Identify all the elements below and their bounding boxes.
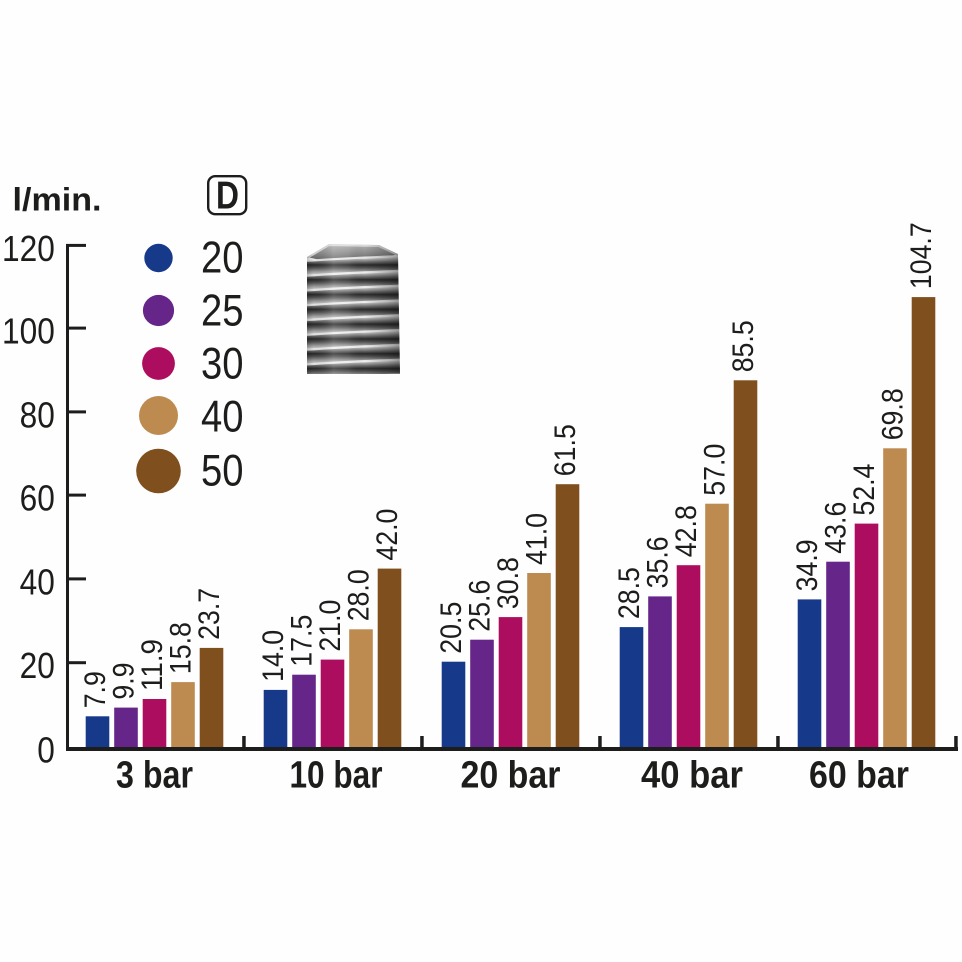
svg-text:50: 50 [201,447,244,496]
svg-text:69.8: 69.8 [876,388,909,440]
svg-text:20: 20 [20,645,55,686]
svg-text:57.0: 57.0 [698,444,731,496]
svg-text:52.4: 52.4 [848,464,881,516]
svg-text:60: 60 [20,478,55,519]
svg-text:28.0: 28.0 [342,569,375,621]
svg-text:20.5: 20.5 [435,602,468,654]
svg-text:25: 25 [201,287,244,336]
svg-text:l/min.: l/min. [13,181,102,217]
svg-text:3 bar: 3 bar [116,755,193,797]
svg-text:7.9: 7.9 [79,671,112,708]
svg-text:14.0: 14.0 [257,630,290,682]
svg-text:120: 120 [2,228,55,269]
svg-text:43.6: 43.6 [819,502,852,554]
svg-text:42.0: 42.0 [371,509,404,561]
svg-text:D: D [216,175,239,218]
svg-text:28.5: 28.5 [613,567,646,619]
svg-text:40: 40 [201,393,244,442]
svg-text:85.5: 85.5 [727,320,760,372]
svg-text:20: 20 [201,234,244,283]
svg-text:61.5: 61.5 [549,424,582,476]
svg-text:15.8: 15.8 [164,622,197,674]
svg-text:9.9: 9.9 [107,663,140,700]
svg-text:30.8: 30.8 [492,557,525,609]
svg-text:42.8: 42.8 [670,505,703,557]
svg-text:40: 40 [20,561,55,602]
svg-text:10 bar: 10 bar [290,755,383,797]
svg-text:25.6: 25.6 [463,580,496,632]
svg-text:34.9: 34.9 [791,539,824,591]
svg-text:60 bar: 60 bar [809,755,909,797]
svg-text:100: 100 [2,311,55,352]
svg-text:104.7: 104.7 [905,222,938,289]
svg-text:0: 0 [37,730,55,771]
svg-text:35.6: 35.6 [641,536,674,588]
svg-text:41.0: 41.0 [520,513,553,565]
svg-text:17.5: 17.5 [285,615,318,667]
svg-text:21.0: 21.0 [314,600,347,652]
svg-text:23.7: 23.7 [193,588,226,640]
svg-text:40 bar: 40 bar [641,755,743,797]
svg-text:20 bar: 20 bar [461,755,561,797]
svg-text:30: 30 [201,340,244,389]
svg-text:80: 80 [20,394,55,435]
svg-text:11.9: 11.9 [136,639,169,691]
